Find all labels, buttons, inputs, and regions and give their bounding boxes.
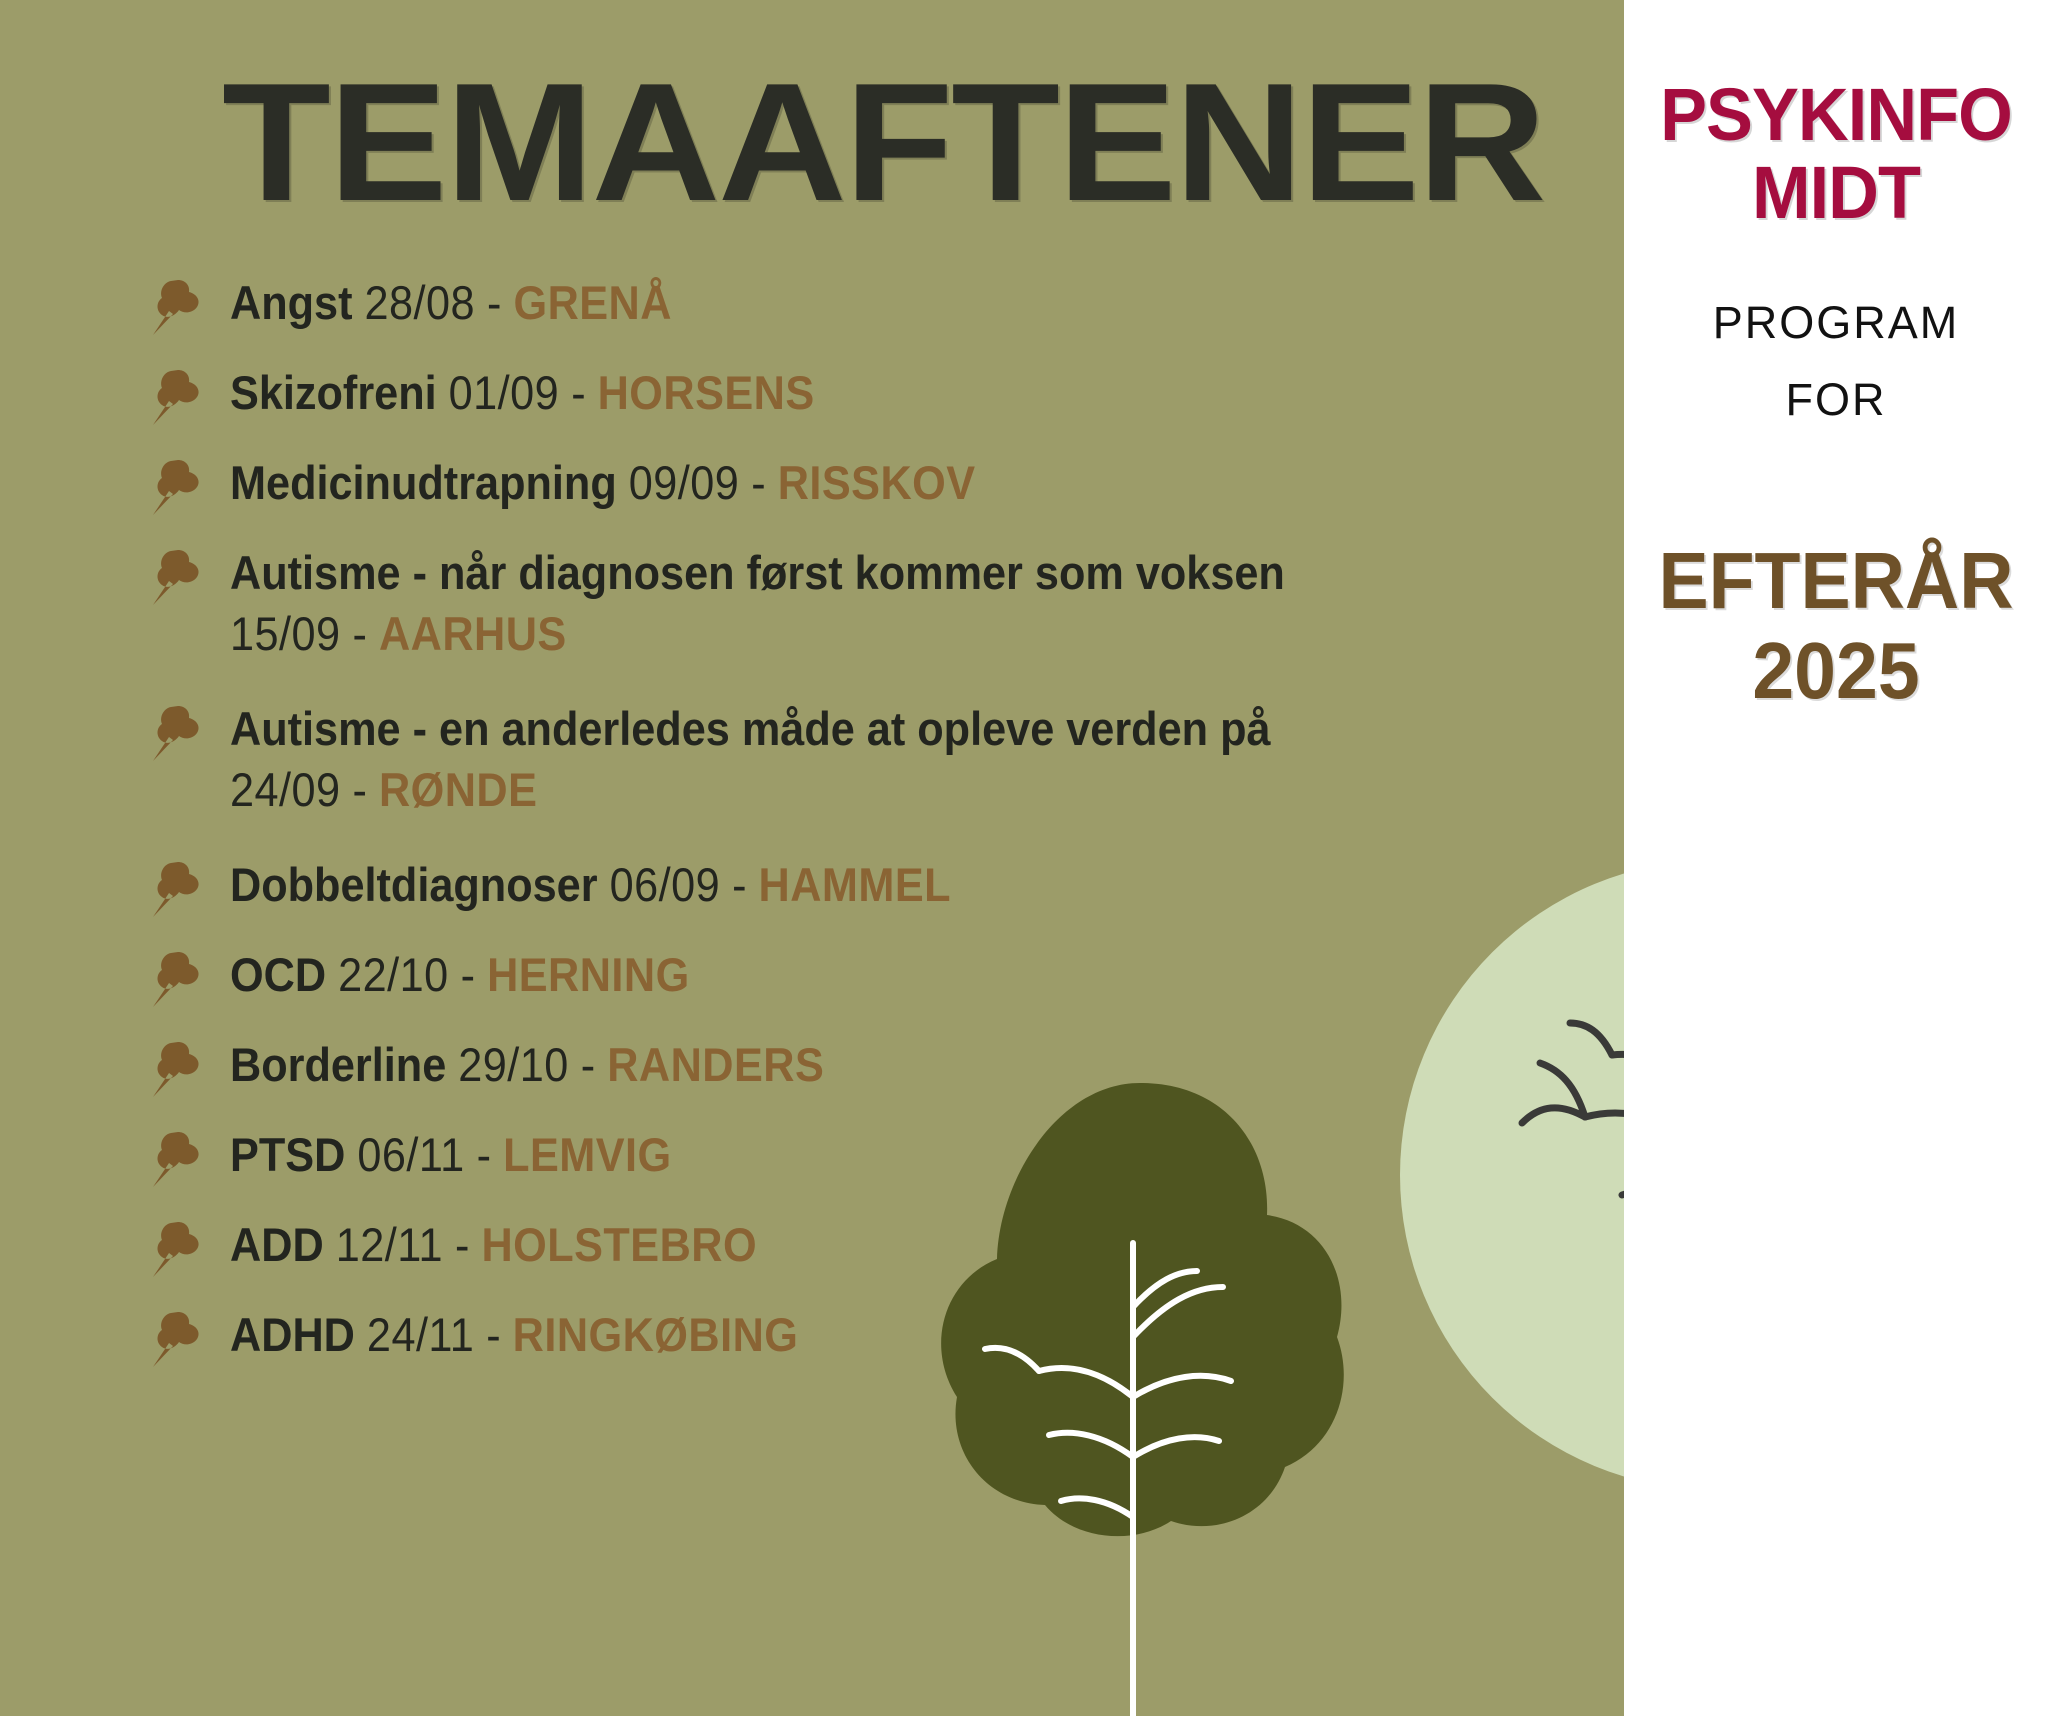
event-topic: Angst	[230, 276, 353, 329]
pushpin-icon	[153, 1042, 199, 1098]
pin-icon-wrap	[120, 854, 230, 918]
pin-icon-wrap	[120, 1034, 230, 1098]
event-text: ADHD 24/11 - RINGKØBING	[230, 1304, 1435, 1365]
page-title: TEMAAFTENER	[222, 48, 1546, 236]
list-item[interactable]: ADD 12/11 - HOLSTEBRO	[120, 1214, 1540, 1278]
event-city: RØNDE	[378, 763, 538, 817]
pushpin-icon	[153, 460, 199, 515]
brand-name-line1: PSYKINFO	[1660, 73, 2013, 156]
brand-name-line2: MIDT	[1751, 151, 1921, 235]
pin-icon-wrap	[120, 698, 230, 762]
pushpin-icon	[153, 370, 199, 425]
event-date: 01/09	[448, 366, 560, 419]
event-city: RANDERS	[607, 1038, 825, 1092]
event-text: OCD 22/10 - HERNING	[230, 944, 1435, 1005]
event-dash: -	[487, 276, 502, 329]
event-date: 24/11	[366, 1308, 475, 1362]
event-dash: -	[751, 456, 766, 509]
event-city: HORSENS	[597, 366, 815, 419]
pushpin-icon	[153, 952, 199, 1008]
event-city: RINGKØBING	[512, 1308, 799, 1362]
pushpin-icon	[153, 1132, 199, 1188]
pushpin-icon	[153, 550, 199, 605]
pushpin-icon	[153, 1312, 199, 1368]
event-dash: -	[455, 1218, 470, 1272]
event-city: HAMMEL	[758, 858, 952, 912]
event-text: Dobbeltdiagnoser 06/09 - HAMMEL	[230, 854, 1435, 915]
event-text: Medicinudtrapning 09/09 - RISSKOV	[230, 452, 1435, 513]
event-topic: Medicinudtrapning	[230, 456, 617, 509]
event-date: 09/09	[628, 456, 740, 509]
event-topic: Dobbeltdiagnoser	[230, 858, 598, 912]
event-topic: OCD	[230, 948, 327, 1002]
pushpin-icon	[153, 280, 199, 335]
event-text: PTSD 06/11 - LEMVIG	[230, 1124, 1435, 1185]
list-item[interactable]: Borderline 29/10 - RANDERS	[120, 1034, 1540, 1098]
event-text: Borderline 29/10 - RANDERS	[230, 1034, 1435, 1095]
event-dash: -	[460, 948, 476, 1002]
event-dash: -	[352, 607, 367, 661]
event-dash: -	[476, 1128, 492, 1182]
event-date: 24/09	[230, 763, 341, 817]
pin-icon-wrap	[120, 542, 230, 606]
for-label: FOR	[1785, 374, 1887, 426]
event-dash: -	[580, 1038, 596, 1092]
event-text: Skizofreni 01/09 - HORSENS	[230, 362, 1435, 423]
pin-icon-wrap	[120, 1124, 230, 1188]
event-city: RISSKOV	[777, 456, 976, 509]
pin-icon-wrap	[120, 362, 230, 426]
event-topic: PTSD	[230, 1128, 346, 1182]
event-city: HERNING	[487, 948, 690, 1002]
pin-icon-wrap	[120, 452, 230, 516]
event-dash: -	[571, 366, 586, 419]
event-date: 06/09	[609, 858, 721, 912]
list-item[interactable]: Autisme - når diagnosen først kommer som…	[120, 542, 1540, 664]
list-item[interactable]: Angst 28/08 - GRENÅ	[120, 272, 1540, 336]
list-item[interactable]: PTSD 06/11 - LEMVIG	[120, 1124, 1540, 1188]
event-date: 15/09	[230, 607, 341, 661]
event-topic: Autisme - når diagnosen først kommer som…	[230, 546, 1285, 599]
event-dash: -	[352, 763, 367, 817]
event-date: 28/08	[364, 276, 476, 329]
pushpin-icon	[153, 862, 199, 918]
event-city: GRENÅ	[513, 276, 672, 329]
pin-icon-wrap	[120, 1214, 230, 1278]
pin-icon-wrap	[120, 1304, 230, 1368]
event-text: ADD 12/11 - HOLSTEBRO	[230, 1214, 1435, 1275]
green-background-panel	[0, 0, 1624, 1716]
event-text: Autisme - en anderledes måde at opleve v…	[230, 698, 1435, 820]
event-dash: -	[486, 1308, 501, 1362]
pin-icon-wrap	[120, 944, 230, 1008]
list-item[interactable]: Autisme - en anderledes måde at opleve v…	[120, 698, 1540, 820]
event-dash: -	[732, 858, 747, 912]
event-list: Angst 28/08 - GRENÅ Skizofreni 01/09 - H…	[120, 272, 1540, 1394]
pushpin-icon	[153, 706, 199, 762]
pin-icon-wrap	[120, 272, 230, 336]
right-sidebar: PSYKINFO MIDT PROGRAM FOR EFTERÅR 2025	[1624, 0, 2048, 1716]
list-item[interactable]: ADHD 24/11 - RINGKØBING	[120, 1304, 1540, 1368]
list-item[interactable]: Skizofreni 01/09 - HORSENS	[120, 362, 1540, 426]
list-item[interactable]: Medicinudtrapning 09/09 - RISSKOV	[120, 452, 1540, 516]
pushpin-icon	[153, 1222, 199, 1278]
event-city: LEMVIG	[503, 1128, 672, 1182]
event-city: HOLSTEBRO	[481, 1218, 758, 1272]
event-date: 06/11	[357, 1128, 465, 1182]
event-city: AARHUS	[378, 607, 567, 661]
event-topic: ADD	[230, 1218, 324, 1272]
event-topic: Skizofreni	[230, 366, 437, 419]
event-date: 12/11	[335, 1218, 444, 1272]
event-topic: Autisme - en anderledes måde at opleve v…	[230, 702, 1271, 756]
event-date: 29/10	[458, 1038, 569, 1092]
list-item[interactable]: OCD 22/10 - HERNING	[120, 944, 1540, 1008]
event-text: Angst 28/08 - GRENÅ	[230, 272, 1435, 333]
season-label: EFTERÅR	[1658, 536, 2014, 626]
event-text: Autisme - når diagnosen først kommer som…	[230, 542, 1435, 664]
event-date: 22/10	[338, 948, 449, 1002]
list-item[interactable]: Dobbeltdiagnoser 06/09 - HAMMEL	[120, 854, 1540, 918]
event-topic: ADHD	[230, 1308, 355, 1362]
program-label: PROGRAM	[1712, 296, 1960, 348]
event-topic: Borderline	[230, 1038, 447, 1092]
season-year: 2025	[1752, 626, 1920, 716]
